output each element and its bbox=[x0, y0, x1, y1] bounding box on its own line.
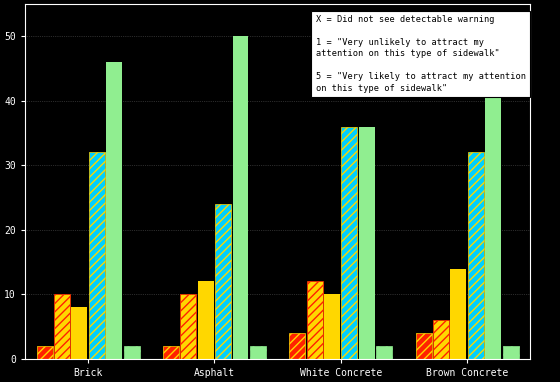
Bar bbox=[307, 282, 323, 359]
Bar bbox=[124, 346, 139, 359]
Bar bbox=[342, 127, 357, 359]
Bar bbox=[502, 346, 519, 359]
Bar bbox=[37, 346, 53, 359]
Bar bbox=[106, 62, 122, 359]
Text: X = Did not see detectable warning

1 = "Very unlikely to attract my
attention o: X = Did not see detectable warning 1 = "… bbox=[315, 15, 525, 92]
Bar bbox=[198, 282, 214, 359]
Bar bbox=[290, 333, 305, 359]
Bar bbox=[468, 152, 484, 359]
Bar bbox=[359, 127, 375, 359]
Bar bbox=[450, 269, 466, 359]
Bar bbox=[232, 36, 249, 359]
Bar bbox=[250, 346, 266, 359]
Bar bbox=[54, 294, 70, 359]
Bar bbox=[485, 88, 501, 359]
Bar bbox=[416, 333, 432, 359]
Bar bbox=[163, 346, 179, 359]
Bar bbox=[89, 152, 105, 359]
Bar bbox=[215, 204, 231, 359]
Bar bbox=[72, 307, 87, 359]
Bar bbox=[433, 320, 449, 359]
Bar bbox=[376, 346, 392, 359]
Bar bbox=[180, 294, 197, 359]
Bar bbox=[324, 294, 340, 359]
